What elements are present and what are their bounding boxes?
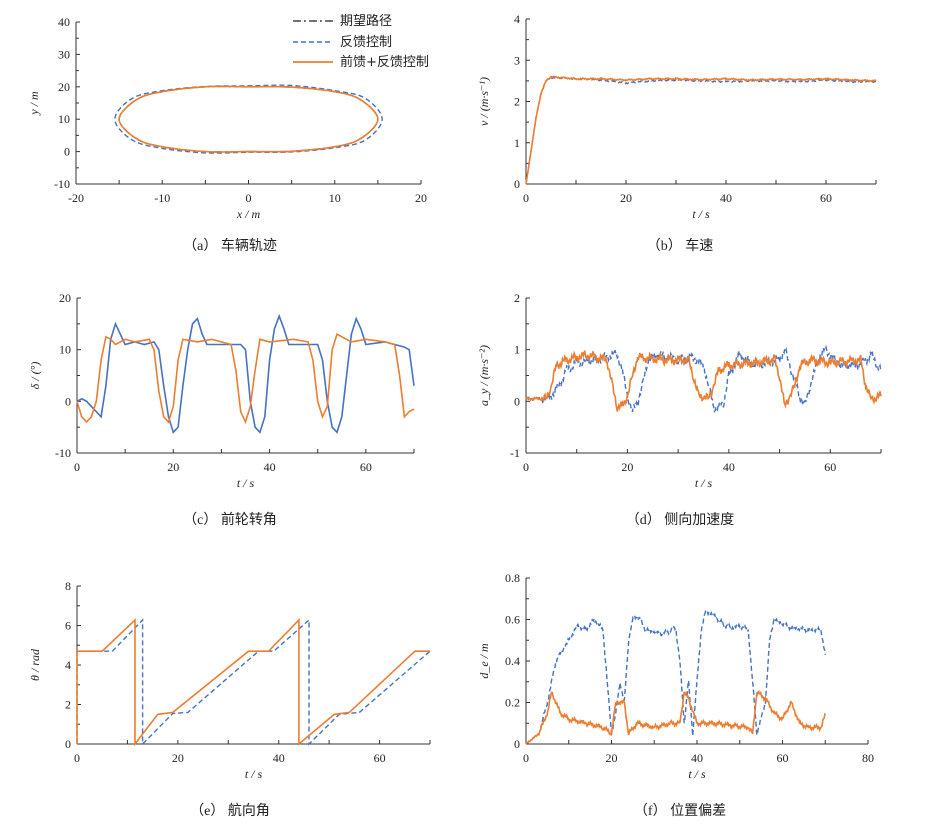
series-ff-feedback-line [76,313,415,434]
y-tick-label: 4 [65,658,71,672]
panel-caption: （d） 侧向加速度 [626,512,735,528]
x-tick-label: 40 [723,460,735,474]
x-tick-label: 0 [523,191,529,205]
y-tick-label: 1 [514,343,520,357]
x-axis-label: t / s [695,476,713,490]
x-tick-label: 40 [264,460,276,474]
series-ff-feedback-line [76,618,430,747]
x-tick-label: 20 [167,460,179,474]
panel-caption: （e） 航向角 [190,803,270,819]
y-tick-label: 2 [514,95,520,109]
x-tick-label: 0 [523,460,529,474]
y-tick-label: 1 [514,136,520,150]
y-tick-label: 10 [58,112,70,126]
series-ff-feedback-line [525,689,826,745]
y-axis-label: θ / rad [28,648,42,681]
x-tick-label: 60 [374,751,386,765]
x-tick-label: 40 [691,751,703,765]
y-axis-label: v / (m·s⁻¹) [477,77,491,126]
y-tick-label: 0 [514,177,520,191]
legend-label-ff-feedback: 前馈+反馈控制 [340,54,429,70]
panel-caption: （b） 车速 [647,237,714,254]
y-axis-label: d_e / m [477,643,491,679]
legend-label-feedback: 反馈控制 [340,35,392,50]
y-tick-label: 2 [514,291,520,305]
y-tick-label: 0 [65,737,71,751]
x-tick-label: 0 [246,191,252,205]
x-tick-label: 60 [777,751,789,765]
panel-caption: （c） 前轮转角 [183,511,277,528]
y-tick-label: 0.6 [505,613,520,627]
panel-e: 0 2 4 6 8 0 20 40 60 t / s θ / rad （e） 航向角 [28,579,431,819]
x-axis-label: t / s [237,476,255,490]
series-feedback-line [525,76,877,185]
series-ff-feedback-line [76,333,415,425]
y-tick-label: 20 [59,291,71,305]
x-tick-label: 80 [862,751,874,765]
x-tick-label: 20 [620,191,632,205]
y-tick-label: 10 [59,343,71,357]
legend: 期望路径 反馈控制 前馈+反馈控制 [293,13,429,70]
x-axis-label: t / s [688,767,706,781]
y-tick-label: 30 [58,47,70,61]
x-tick-label: 60 [820,191,832,205]
y-tick-label: 3 [514,53,520,67]
series-feedback-line [525,344,882,414]
y-tick-label: 20 [58,80,70,94]
x-tick-label: -10 [154,191,170,205]
y-tick-label: 4 [514,12,520,26]
y-tick-label: 0.8 [505,571,520,585]
y-axis-label: y / m [27,91,41,116]
x-axis-label: x / m [236,207,261,221]
x-axis-label: t / s [245,767,263,781]
x-tick-label: 20 [172,751,184,765]
x-tick-label: 10 [329,191,341,205]
legend-label-desired: 期望路径 [340,13,392,29]
y-axis-label: a_y / (m·s⁻²) [477,345,491,406]
panel-f: 0 0.2 0.4 0.6 0.8 0 20 40 60 80 t / s d_e / m （f） 位置… [477,571,874,819]
y-tick-label: 8 [65,579,71,593]
x-tick-label: 20 [415,191,427,205]
x-tick-label: -20 [68,191,84,205]
series-ff-feedback-line [118,85,379,153]
y-tick-label: 40 [58,15,70,29]
y-tick-label: 0 [514,737,520,751]
y-tick-label: -1 [510,446,520,460]
y-tick-label: 0.2 [505,696,520,710]
x-tick-label: 0 [523,751,529,765]
y-tick-label: 2 [65,698,71,712]
x-tick-label: 0 [74,751,80,765]
y-tick-label: 0 [64,145,70,159]
series-ff-feedback-line [525,349,882,412]
y-tick-label: -10 [55,446,71,460]
x-tick-label: 20 [621,460,633,474]
y-tick-label: -10 [54,177,70,191]
x-tick-label: 60 [360,460,372,474]
x-tick-label: 40 [720,191,732,205]
series-desired-line [118,85,379,153]
panel-caption: （f） 位置偏差 [634,803,726,819]
x-tick-label: 60 [824,460,836,474]
panel-caption: （a） 车辆轨迹 [183,237,277,254]
x-tick-label: 40 [273,751,285,765]
y-tick-label: 6 [65,619,71,633]
y-axis-label: δ / (°) [28,362,42,390]
y-tick-label: 0 [65,394,71,408]
x-axis-label: t / s [692,207,710,221]
x-tick-label: 20 [606,751,618,765]
series-feedback-line [114,84,383,154]
x-tick-label: 0 [74,460,80,474]
y-tick-label: 0.4 [505,654,520,668]
series-feedback-line [76,618,431,746]
y-tick-label: 0 [514,394,520,408]
series-ff-feedback-line [525,75,877,185]
